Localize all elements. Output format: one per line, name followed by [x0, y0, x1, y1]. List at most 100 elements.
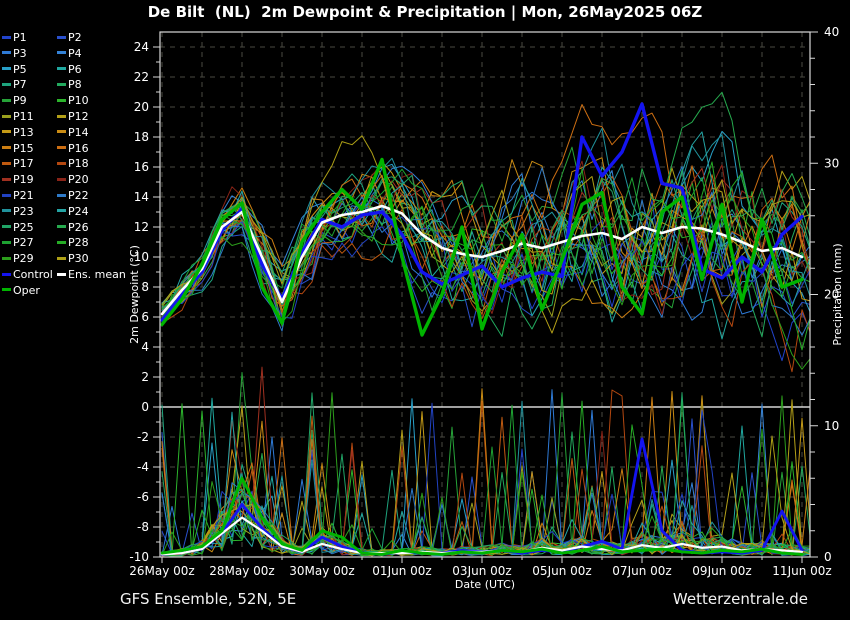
legend-item-p9: P9 [2, 93, 27, 108]
member-dewpoint-line-p21 [161, 207, 810, 323]
y-left-tick-label: 14 [134, 190, 149, 204]
legend-item-p15: P15 [2, 141, 34, 156]
legend-item-p28: P28 [57, 235, 89, 250]
legend-swatch-icon [2, 225, 11, 229]
legend-swatch-icon [57, 51, 66, 55]
legend-swatch-icon [57, 35, 66, 39]
legend-swatch-icon [2, 82, 11, 86]
legend-swatch-icon [57, 161, 66, 165]
legend-item-p19: P19 [2, 172, 34, 187]
legend-swatch-icon [57, 130, 66, 134]
y-left-tick-label: -8 [137, 520, 149, 534]
legend-label: P15 [13, 141, 34, 155]
legend-label: P20 [68, 173, 89, 187]
y-right-tick-label: 10 [824, 419, 839, 433]
legend-swatch-icon [2, 272, 11, 276]
legend-item-p24: P24 [57, 204, 89, 219]
legend-swatch-icon [57, 82, 66, 86]
legend-swatch-icon [2, 51, 11, 55]
legend-item-p5: P5 [2, 62, 27, 77]
legend-swatch-icon [2, 130, 11, 134]
legend-label: P18 [68, 157, 89, 171]
member-dewpoint-line-p11 [161, 193, 810, 317]
y-left-tick-label: 4 [141, 340, 149, 354]
legend-label: P9 [13, 94, 27, 108]
legend: P1 P3 P5 P7 P9 P11 P13 P15 P17 P19 P21 P23 P25 P27 P29… [2, 30, 126, 300]
member-dewpoint-line-p26 [161, 91, 810, 307]
legend-item-p7: P7 [2, 77, 27, 92]
x-tick-label: 01Jun 00z [372, 564, 431, 578]
legend-item-p3: P3 [2, 46, 27, 61]
y-left-tick-label: -4 [137, 460, 149, 474]
legend-label: P22 [68, 189, 89, 202]
legend-label: P14 [68, 125, 89, 139]
legend-swatch-icon [57, 114, 66, 118]
legend-label: P10 [68, 94, 89, 108]
legend-swatch-icon [57, 225, 66, 229]
legend-item-oper: Oper [2, 283, 40, 298]
legend-item-p1: P1 [2, 30, 27, 45]
legend-label: P7 [13, 78, 27, 92]
legend-item-p26: P26 [57, 220, 89, 235]
member-precip-line-p29 [161, 392, 810, 556]
legend-label: P26 [68, 220, 89, 234]
y-left-tick-label: 18 [134, 130, 149, 144]
legend-item-p16: P16 [57, 141, 89, 156]
legend-label: P17 [13, 157, 34, 171]
legend-swatch-icon [2, 114, 11, 118]
legend-swatch-icon [57, 272, 66, 276]
legend-label: P16 [68, 141, 89, 155]
control-dewpoint-line [160, 102, 804, 322]
legend-swatch-icon [2, 98, 11, 102]
ens_mean-dewpoint-line [160, 204, 804, 316]
oper-dewpoint-line [160, 157, 804, 337]
legend-item-p12: P12 [57, 109, 89, 124]
legend-swatch-icon [2, 35, 11, 39]
legend-swatch-icon [2, 240, 11, 244]
legend-swatch-icon [57, 67, 66, 71]
y-left-tick-label: 16 [134, 160, 149, 174]
legend-label: P5 [13, 62, 27, 76]
y-axis-label-left: 2m Dewpoint (°C) [128, 245, 141, 344]
y-left-tick-label: 24 [134, 40, 149, 54]
legend-swatch-icon [57, 98, 66, 102]
legend-swatch-icon [57, 209, 66, 213]
legend-swatch-icon [2, 177, 11, 181]
legend-item-p14: P14 [57, 125, 89, 140]
y-left-tick-label: 12 [134, 220, 149, 234]
legend-item-p23: P23 [2, 204, 34, 219]
x-tick-label: 09Jun 00z [692, 564, 751, 578]
member-dewpoint-line-p28 [161, 161, 810, 351]
legend-label: P29 [13, 252, 34, 266]
y-left-tick-label: 0 [141, 400, 149, 414]
x-axis-label: Date (UTC) [455, 578, 515, 591]
legend-swatch-icon [2, 146, 11, 150]
legend-swatch-icon [2, 256, 11, 260]
legend-swatch-icon [57, 240, 66, 244]
legend-swatch-icon [57, 146, 66, 150]
legend-label: P4 [68, 46, 82, 60]
x-tick-label: 07Jun 00z [612, 564, 671, 578]
y-left-tick-label: -10 [129, 550, 149, 564]
legend-item-p13: P13 [2, 125, 34, 140]
legend-label: P2 [68, 31, 82, 44]
legend-label: P24 [68, 204, 89, 218]
legend-item-p27: P27 [2, 235, 34, 250]
x-tick-label: 11Jun 00z [772, 564, 831, 578]
legend-item-p8: P8 [57, 77, 82, 92]
legend-item-p6: P6 [57, 62, 82, 77]
member-dewpoint-line-p23 [161, 127, 810, 311]
y-left-tick-label: 8 [141, 280, 149, 294]
y-right-tick-label: 30 [824, 156, 839, 170]
legend-swatch-icon [2, 67, 11, 71]
legend-item-p21: P21 [2, 188, 34, 203]
legend-swatch-icon [2, 209, 11, 213]
legend-label: P12 [68, 110, 89, 123]
legend-item-p22: P22 [57, 188, 89, 203]
y-left-tick-label: -2 [137, 430, 149, 444]
plot-series-layer [160, 91, 810, 557]
legend-label: P1 [13, 31, 27, 44]
legend-label: P28 [68, 236, 89, 250]
legend-swatch-icon [57, 193, 66, 197]
